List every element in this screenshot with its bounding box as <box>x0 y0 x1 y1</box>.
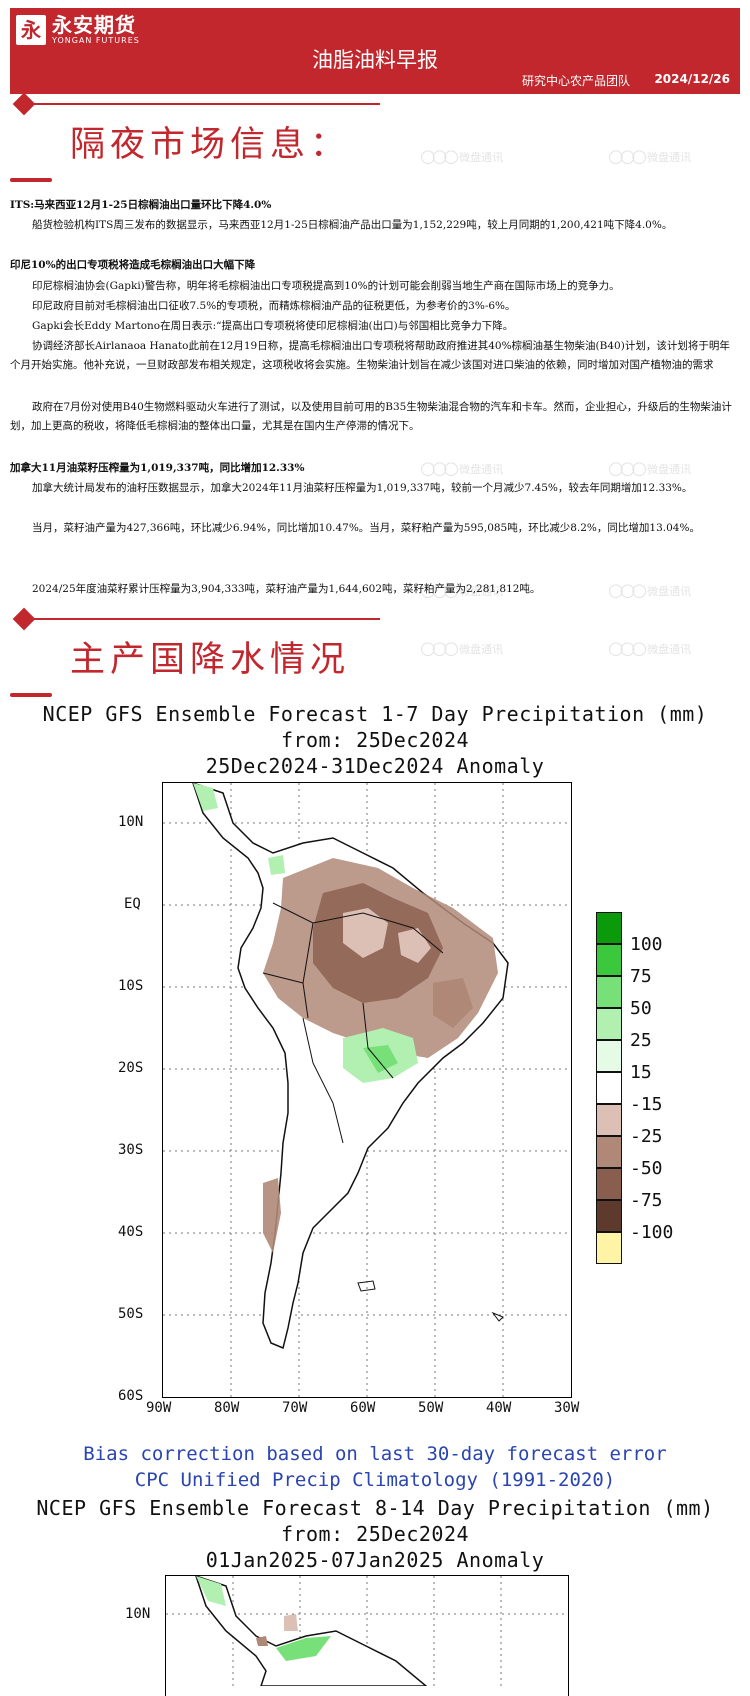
legend-label: -100 <box>630 1222 674 1243</box>
heading-rule <box>24 103 380 105</box>
news-paragraph: 政府在7月份对使用B40生物燃料驱动火车进行了测试，以及使用目前可用的B35生物… <box>10 401 732 432</box>
news-headline: ITS:马来西亚12月1-25日棕榈油出口量环比下降4.0% <box>10 199 272 211</box>
news-paragraph: 印尼棕榈油协会(Gapki)警告称，明年将毛棕榈油出口专项税提高到10%的计划可… <box>32 280 620 292</box>
lon-label: 90W <box>146 1400 172 1416</box>
legend-swatch <box>596 976 622 1008</box>
legend-label: 15 <box>630 1062 652 1083</box>
legend-label: 50 <box>630 998 652 1019</box>
news-paragraph: Gapki会长Eddy Martono在周日表示:“提高出口专项税将使印尼棕榈油… <box>32 320 514 332</box>
south-america-map <box>163 783 571 1397</box>
news-paragraph: 印尼政府目前对毛棕榈油出口征收7.5%的专项税，而精炼棕榈油产品的征税更低，为参… <box>32 300 516 312</box>
legend-label: -25 <box>630 1126 663 1147</box>
watermark: ○○○ 微盘通讯 <box>608 458 692 479</box>
news-headline: 加拿大11月油菜籽压榨量为1,019,337吨，同比增加12.33% <box>10 462 305 474</box>
report-date: 2024/12/26 <box>654 72 730 86</box>
legend-label: 75 <box>630 966 652 987</box>
lon-label: 30W <box>554 1400 580 1416</box>
logo-mark: 永 <box>16 15 46 45</box>
lat-label: EQ <box>124 896 141 912</box>
legend-swatch <box>596 1072 622 1104</box>
legend-swatch <box>596 1136 622 1168</box>
lon-label: 40W <box>486 1400 512 1416</box>
team-name: 研究中心农产品团队 <box>521 74 630 88</box>
news-paragraph: 2024/25年度油菜籽累计压榨量为3,904,333吨，菜籽油产量为1,644… <box>32 583 541 595</box>
bias-note: Bias correction based on last 30-day for… <box>83 1443 667 1465</box>
map-title-line: 01Jan2025-07Jan2025 Anomaly <box>205 1548 545 1572</box>
lon-label: 50W <box>418 1400 444 1416</box>
legend-label: 100 <box>630 934 663 955</box>
lat-label: 10N <box>125 1606 151 1622</box>
lon-label: 70W <box>282 1400 308 1416</box>
legend-swatch <box>596 912 622 944</box>
precipitation-map-week2 <box>165 1575 569 1696</box>
legend-swatch <box>596 1008 622 1040</box>
south-america-map <box>166 1576 568 1687</box>
logo-name-cn: 永安期货 <box>52 13 136 37</box>
news-paragraph: 当月，菜籽油产量为427,366吨，环比减少6.94%，同比增加10.47%。当… <box>32 522 700 534</box>
map-title-line: NCEP GFS Ensemble Forecast 8-14 Day Prec… <box>36 1496 714 1520</box>
climatology-note: CPC Unified Precip Climatology (1991-202… <box>134 1469 616 1491</box>
news-paragraph: 船货检验机构ITS周三发布的数据显示，马来西亚12月1-25日棕榈油产品出口量为… <box>32 219 673 231</box>
news-headline: 印尼10%的出口专项税将造成毛棕榈油出口大幅下降 <box>10 259 256 271</box>
watermark: ○○○ 微盘通讯 <box>608 638 692 659</box>
logo-name-en: YONGAN FUTURES <box>52 36 140 45</box>
watermark: ○○○ 微盘通讯 <box>608 146 692 167</box>
legend-swatch <box>596 1040 622 1072</box>
legend-label: -15 <box>630 1094 663 1115</box>
lat-label: 30S <box>118 1142 144 1158</box>
precipitation-map-week1 <box>162 782 572 1398</box>
lat-label: 40S <box>118 1224 144 1240</box>
news-paragraph: 加拿大统计局发布的油籽压数据显示，加拿大2024年11月油菜籽压榨量为1,019… <box>32 482 693 494</box>
report-title: 油脂油料早报 <box>312 48 438 72</box>
watermark: ○○○ 微盘通讯 <box>420 146 504 167</box>
legend-label: 25 <box>630 1030 652 1051</box>
legend-swatch <box>596 1200 622 1232</box>
legend-swatch <box>596 1168 622 1200</box>
news-paragraph: 协调经济部长Airlanaoa Hanato此前在12月19日称，提高毛棕榈油出… <box>10 340 730 371</box>
lat-label: 60S <box>118 1388 144 1404</box>
heading-underbar <box>10 693 52 697</box>
lon-label: 80W <box>214 1400 240 1416</box>
legend-swatch <box>596 1232 622 1264</box>
lon-label: 60W <box>350 1400 376 1416</box>
section-heading-market-info: 隔夜市场信息： <box>10 92 380 182</box>
map-title-line: NCEP GFS Ensemble Forecast 1-7 Day Preci… <box>42 702 708 726</box>
lat-label: 50S <box>118 1306 144 1322</box>
watermark: ○○○ 微盘通讯 <box>420 458 504 479</box>
heading-underbar <box>10 178 52 182</box>
map-title-line: from: 25Dec2024 <box>280 728 470 752</box>
watermark: ○○○ 微盘通讯 <box>608 580 692 601</box>
heading-rule <box>24 618 380 620</box>
lat-label: 20S <box>118 1060 144 1076</box>
section-heading-precipitation: 主产国降水情况 <box>10 607 380 697</box>
map-title-line: 25Dec2024-31Dec2024 Anomaly <box>205 754 545 778</box>
company-logo: 永 永安期货 YONGAN FUTURES <box>16 14 140 46</box>
report-header: 永 永安期货 YONGAN FUTURES 油脂油料早报 研究中心农产品团队 2… <box>10 8 740 94</box>
map-title-line: from: 25Dec2024 <box>280 1522 470 1546</box>
watermark: ○○○ 微盘通讯 <box>420 580 504 601</box>
legend-swatch <box>596 944 622 976</box>
section-title: 隔夜市场信息： <box>70 125 351 165</box>
lat-label: 10S <box>118 978 144 994</box>
legend-label: -75 <box>630 1190 663 1211</box>
watermark: ○○○ 微盘通讯 <box>420 638 504 659</box>
legend-label: -50 <box>630 1158 663 1179</box>
lat-label: 10N <box>118 814 144 830</box>
section-title: 主产国降水情况 <box>70 640 351 680</box>
legend-swatch <box>596 1104 622 1136</box>
